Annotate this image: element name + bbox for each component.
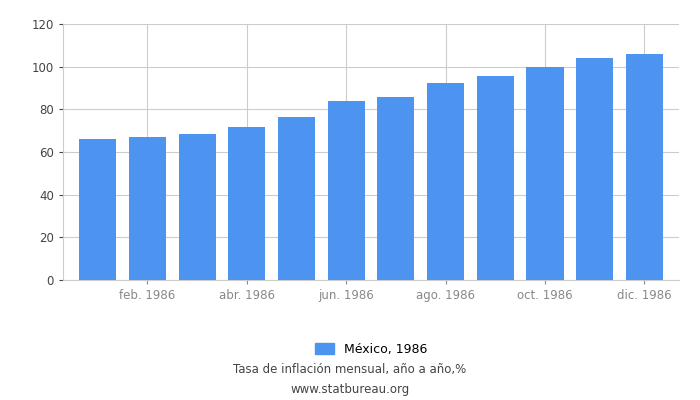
Bar [576, 58, 613, 280]
Bar [526, 67, 564, 280]
Text: Tasa de inflación mensual, año a año,%: Tasa de inflación mensual, año a año,% [233, 364, 467, 376]
Bar [278, 117, 315, 280]
Bar [178, 134, 216, 280]
Legend: México, 1986: México, 1986 [315, 342, 427, 356]
Bar [79, 139, 116, 280]
Bar [477, 76, 514, 280]
Bar [228, 128, 265, 280]
Bar [626, 54, 663, 280]
Bar [427, 83, 464, 280]
Bar [377, 96, 414, 280]
Text: www.statbureau.org: www.statbureau.org [290, 384, 410, 396]
Bar [129, 137, 166, 280]
Bar [328, 101, 365, 280]
